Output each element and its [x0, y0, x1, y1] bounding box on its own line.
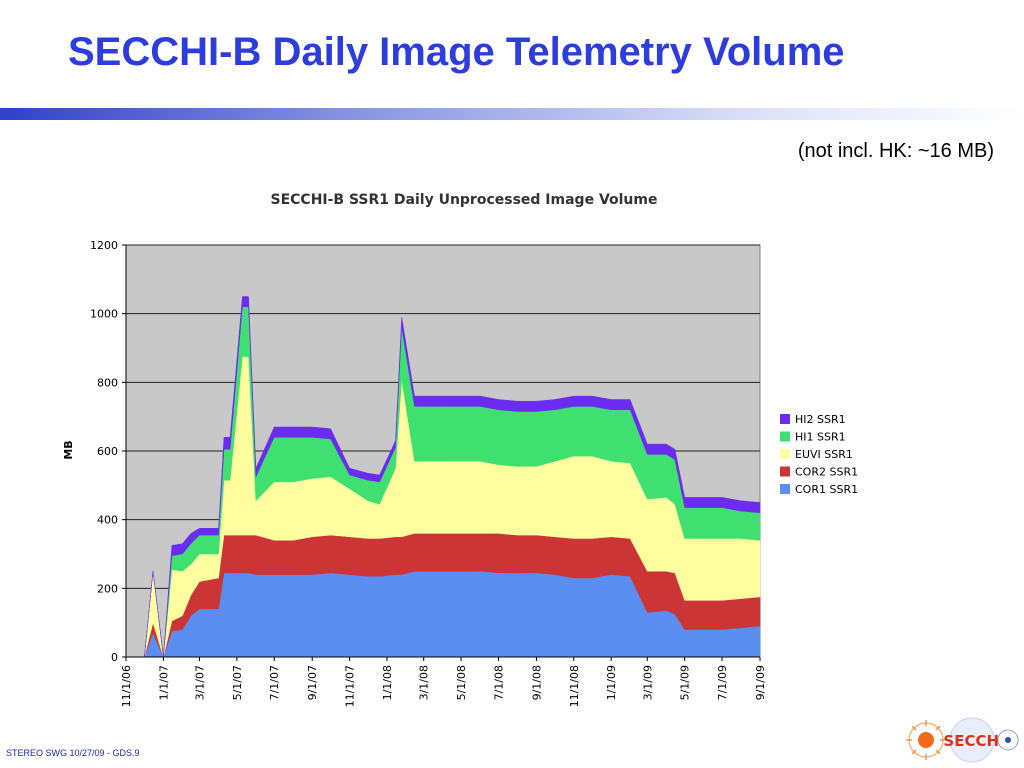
- legend-swatch: [780, 414, 790, 424]
- secchi-logo: SECCHI: [906, 717, 1019, 763]
- x-tick-label: 5/1/08: [455, 665, 468, 700]
- y-tick-label: 800: [97, 376, 118, 389]
- telemetry-volume-chart: SECCHI-B SSR1 Daily Unprocessed Image Vo…: [62, 192, 858, 707]
- x-tick-label: 5/1/07: [231, 665, 244, 700]
- slide-title: SECCHI-B Daily Image Telemetry Volume: [68, 30, 845, 74]
- x-tick-label: 1/1/09: [605, 665, 618, 700]
- x-tick-label: 7/1/09: [716, 665, 729, 700]
- x-tick-label: 9/1/09: [754, 665, 767, 700]
- y-tick-label: 200: [97, 582, 118, 595]
- legend-label: EUVI SSR1: [795, 448, 853, 461]
- legend-swatch: [780, 449, 790, 459]
- series-area-hi2-ssr1: [126, 296, 761, 658]
- y-tick-label: 400: [97, 514, 118, 527]
- sun-icon: [906, 720, 946, 760]
- x-tick-label: 3/1/07: [194, 665, 207, 700]
- y-tick-label: 1000: [90, 308, 118, 321]
- legend-swatch: [780, 484, 790, 494]
- footer-text: STEREO SWG 10/27/09 - GDS.9: [6, 748, 140, 758]
- x-tick-label: 7/1/08: [492, 665, 505, 700]
- x-tick-label: 1/1/08: [381, 665, 394, 700]
- y-tick-label: 0: [111, 651, 118, 664]
- chart-title: SECCHI-B SSR1 Daily Unprocessed Image Vo…: [271, 192, 658, 208]
- x-tick-label: 9/1/07: [306, 665, 319, 700]
- y-axis-label: MB: [62, 440, 75, 459]
- legend-swatch: [780, 466, 790, 477]
- housekeeping-note: (not incl. HK: ~16 MB): [797, 140, 994, 162]
- x-tick-label: 5/1/09: [679, 665, 692, 700]
- legend-label: HI1 SSR1: [795, 431, 846, 444]
- title-underline-bar: [0, 108, 1024, 120]
- legend-swatch: [780, 431, 790, 442]
- legend-label: COR2 SSR1: [795, 466, 858, 479]
- x-tick-label: 3/1/09: [641, 665, 654, 700]
- x-tick-label: 1/1/07: [157, 665, 170, 700]
- x-tick-label: 11/1/07: [344, 665, 357, 707]
- logo-text: SECCHI: [943, 732, 1004, 750]
- x-tick-label: 7/1/07: [268, 665, 281, 700]
- x-tick-label: 11/1/06: [120, 665, 133, 707]
- y-tick-label: 600: [97, 445, 118, 458]
- x-tick-label: 9/1/08: [530, 665, 543, 700]
- x-tick-label: 11/1/08: [568, 665, 581, 707]
- x-tick-label: 3/1/08: [418, 665, 431, 700]
- legend-label: HI2 SSR1: [795, 413, 846, 426]
- legend-label: COR1 SSR1: [795, 483, 858, 496]
- y-tick-label: 1200: [90, 239, 118, 252]
